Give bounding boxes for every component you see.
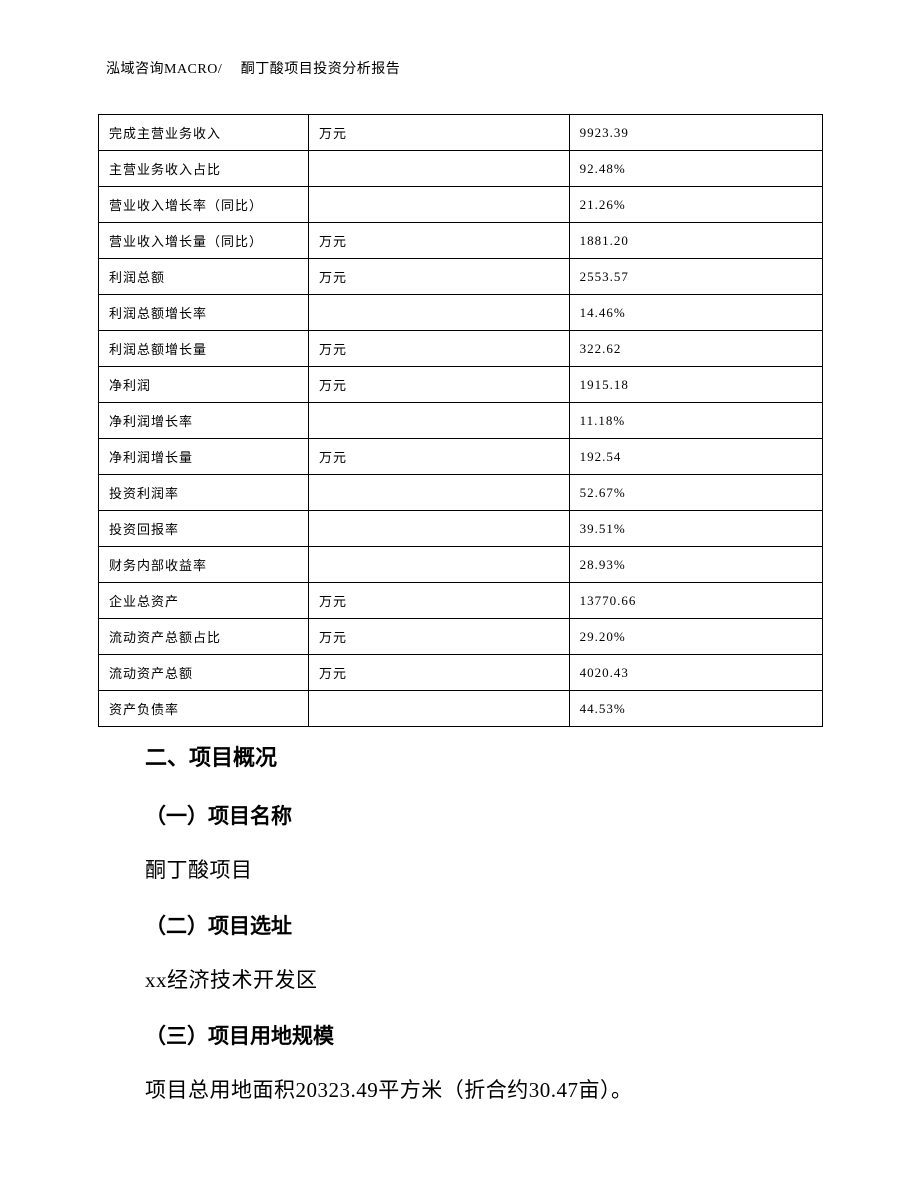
row-unit (308, 187, 569, 223)
row-unit (308, 511, 569, 547)
row-unit: 万元 (308, 367, 569, 403)
table-row: 净利润万元1915.18 (99, 367, 823, 403)
financial-table: 完成主营业务收入万元9923.39主营业务收入占比92.48%营业收入增长率（同… (98, 114, 823, 727)
row-unit (308, 691, 569, 727)
row-label: 营业收入增长量（同比） (99, 223, 309, 259)
row-unit (308, 403, 569, 439)
row-label: 净利润增长量 (99, 439, 309, 475)
row-value: 52.67% (569, 475, 822, 511)
row-label: 财务内部收益率 (99, 547, 309, 583)
row-unit (308, 475, 569, 511)
row-unit (308, 547, 569, 583)
row-label: 营业收入增长率（同比） (99, 187, 309, 223)
row-unit: 万元 (308, 655, 569, 691)
subsection-1-title: （一）项目名称 (145, 800, 785, 830)
row-label: 利润总额 (99, 259, 309, 295)
section-title: 二、项目概况 (145, 740, 785, 772)
row-unit: 万元 (308, 619, 569, 655)
table-row: 营业收入增长率（同比） 21.26% (99, 187, 823, 223)
page-header: 泓域咨询MACRO/ 酮丁酸项目投资分析报告 (106, 58, 400, 78)
table-row: 营业收入增长量（同比）万元1881.20 (99, 223, 823, 259)
row-unit: 万元 (308, 439, 569, 475)
row-value: 13770.66 (569, 583, 822, 619)
table-row: 流动资产总额占比万元29.20% (99, 619, 823, 655)
subsection-2-text: xx经济技术开发区 (145, 964, 785, 994)
table-row: 流动资产总额万元4020.43 (99, 655, 823, 691)
table-row: 利润总额增长率 14.46% (99, 295, 823, 331)
row-unit: 万元 (308, 331, 569, 367)
content-section: 二、项目概况 （一）项目名称 酮丁酸项目 （二）项目选址 xx经济技术开发区 （… (145, 740, 785, 1130)
table-row: 利润总额万元2553.57 (99, 259, 823, 295)
table-row: 净利润增长量万元192.54 (99, 439, 823, 475)
table-row: 财务内部收益率 28.93% (99, 547, 823, 583)
financial-table-container: 完成主营业务收入万元9923.39主营业务收入占比92.48%营业收入增长率（同… (98, 114, 823, 727)
row-label: 投资回报率 (99, 511, 309, 547)
subsection-1-text: 酮丁酸项目 (145, 854, 785, 884)
row-label: 利润总额增长率 (99, 295, 309, 331)
row-label: 净利润增长率 (99, 403, 309, 439)
row-unit: 万元 (308, 583, 569, 619)
row-label: 利润总额增长量 (99, 331, 309, 367)
row-label: 流动资产总额 (99, 655, 309, 691)
subsection-3-text: 项目总用地面积20323.49平方米（折合约30.47亩）。 (145, 1074, 785, 1104)
row-value: 192.54 (569, 439, 822, 475)
table-row: 净利润增长率 11.18% (99, 403, 823, 439)
row-label: 投资利润率 (99, 475, 309, 511)
header-text: 泓域咨询MACRO/ 酮丁酸项目投资分析报告 (106, 62, 400, 77)
row-value: 39.51% (569, 511, 822, 547)
row-value: 9923.39 (569, 115, 822, 151)
row-label: 主营业务收入占比 (99, 151, 309, 187)
subsection-2-title: （二）项目选址 (145, 910, 785, 940)
row-unit (308, 151, 569, 187)
row-label: 完成主营业务收入 (99, 115, 309, 151)
table-row: 主营业务收入占比 92.48% (99, 151, 823, 187)
row-label: 资产负债率 (99, 691, 309, 727)
row-unit: 万元 (308, 115, 569, 151)
row-value: 1915.18 (569, 367, 822, 403)
row-value: 92.48% (569, 151, 822, 187)
row-value: 21.26% (569, 187, 822, 223)
row-value: 1881.20 (569, 223, 822, 259)
table-row: 企业总资产万元13770.66 (99, 583, 823, 619)
row-value: 28.93% (569, 547, 822, 583)
row-label: 净利润 (99, 367, 309, 403)
row-label: 流动资产总额占比 (99, 619, 309, 655)
row-label: 企业总资产 (99, 583, 309, 619)
row-value: 44.53% (569, 691, 822, 727)
table-row: 完成主营业务收入万元9923.39 (99, 115, 823, 151)
table-row: 利润总额增长量万元322.62 (99, 331, 823, 367)
row-unit: 万元 (308, 259, 569, 295)
row-value: 29.20% (569, 619, 822, 655)
row-value: 2553.57 (569, 259, 822, 295)
row-value: 4020.43 (569, 655, 822, 691)
table-row: 投资回报率 39.51% (99, 511, 823, 547)
subsection-3-title: （三）项目用地规模 (145, 1020, 785, 1050)
table-row: 资产负债率 44.53% (99, 691, 823, 727)
row-value: 11.18% (569, 403, 822, 439)
row-unit (308, 295, 569, 331)
row-value: 322.62 (569, 331, 822, 367)
row-unit: 万元 (308, 223, 569, 259)
row-value: 14.46% (569, 295, 822, 331)
table-row: 投资利润率 52.67% (99, 475, 823, 511)
